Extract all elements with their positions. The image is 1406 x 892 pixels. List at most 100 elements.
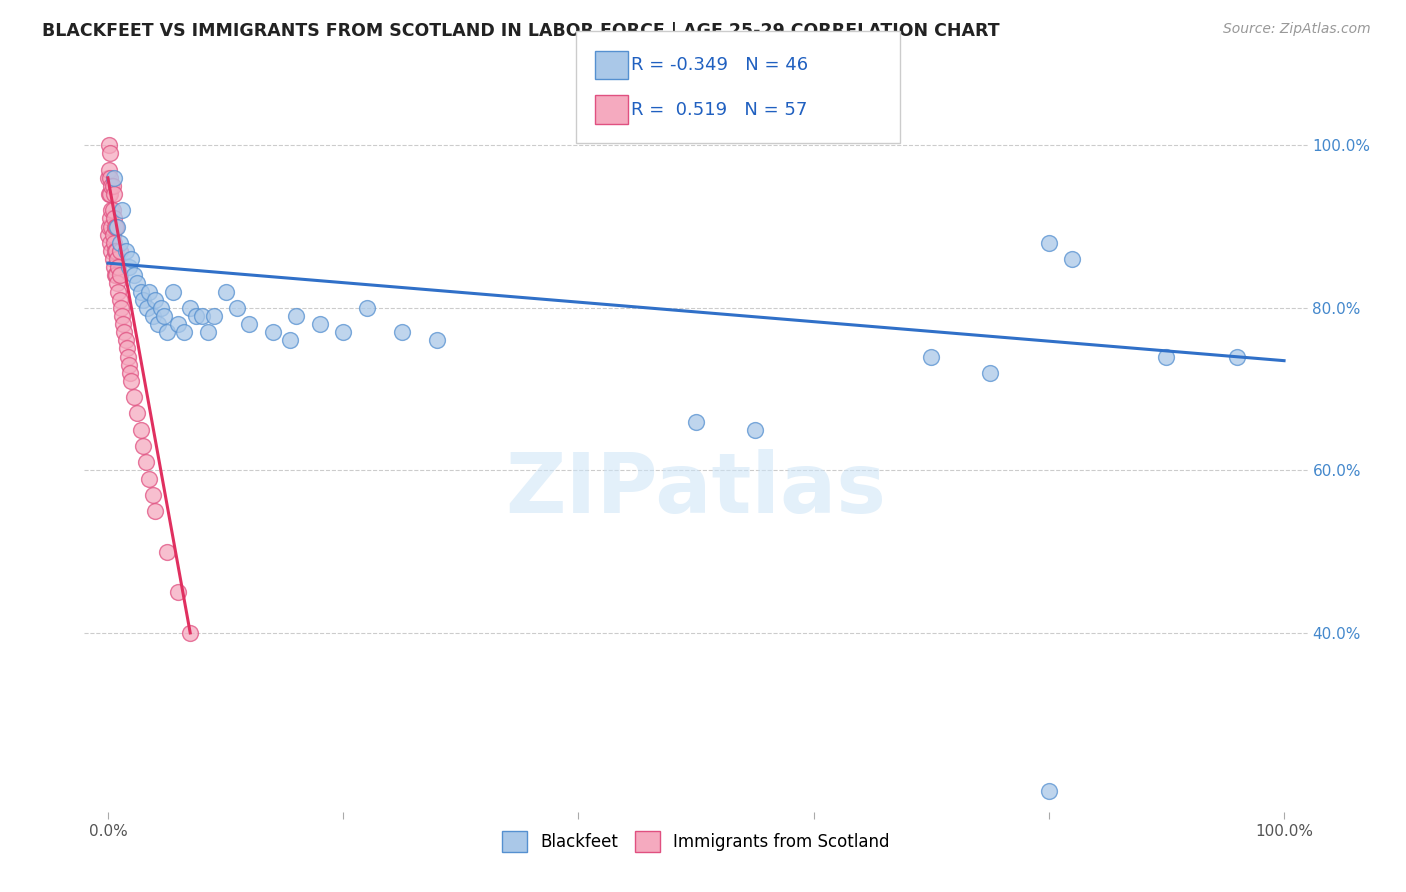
Point xyxy=(156,325,179,339)
Point xyxy=(1038,784,1060,798)
Point xyxy=(979,366,1001,380)
Point xyxy=(197,325,219,339)
Point xyxy=(118,260,141,275)
Point xyxy=(115,342,138,356)
Point xyxy=(278,334,301,348)
Point xyxy=(105,252,128,266)
Point xyxy=(105,268,128,283)
Point xyxy=(173,325,195,339)
Point xyxy=(308,317,330,331)
Point xyxy=(111,203,134,218)
Point xyxy=(162,285,184,299)
Point xyxy=(426,334,449,348)
Text: ZIPatlas: ZIPatlas xyxy=(506,450,886,531)
Point xyxy=(148,317,170,331)
Point xyxy=(156,544,179,558)
Point xyxy=(202,309,225,323)
Point xyxy=(920,350,942,364)
Point xyxy=(98,146,121,161)
Point xyxy=(1038,235,1060,250)
Point xyxy=(118,358,141,372)
Point xyxy=(744,423,766,437)
Point xyxy=(112,317,135,331)
Point xyxy=(332,325,354,339)
Point xyxy=(105,219,128,234)
Point xyxy=(114,244,136,258)
Point xyxy=(356,301,378,315)
Text: R =  0.519   N = 57: R = 0.519 N = 57 xyxy=(631,101,807,119)
Point xyxy=(1156,350,1178,364)
Point xyxy=(98,235,121,250)
Point xyxy=(110,301,132,315)
Point xyxy=(122,390,145,404)
Point xyxy=(1226,350,1249,364)
Point xyxy=(101,178,124,193)
Point xyxy=(135,455,157,469)
Point xyxy=(135,301,157,315)
Point xyxy=(101,252,124,266)
Point xyxy=(142,488,165,502)
Point xyxy=(114,334,136,348)
Point xyxy=(100,178,122,193)
Point xyxy=(143,504,166,518)
Point xyxy=(167,585,190,599)
Text: Source: ZipAtlas.com: Source: ZipAtlas.com xyxy=(1223,22,1371,37)
Point xyxy=(1062,252,1084,266)
Point xyxy=(112,325,135,339)
Point xyxy=(105,219,128,234)
Point xyxy=(98,162,121,177)
Point xyxy=(191,309,214,323)
Legend: Blackfeet, Immigrants from Scotland: Blackfeet, Immigrants from Scotland xyxy=(495,824,897,858)
Point xyxy=(98,187,121,202)
Point xyxy=(262,325,284,339)
Point xyxy=(107,260,129,275)
Point xyxy=(98,170,121,185)
Point xyxy=(105,277,128,291)
Point xyxy=(100,219,122,234)
Point xyxy=(98,187,121,202)
Point xyxy=(226,301,249,315)
Point xyxy=(108,293,131,307)
Point xyxy=(120,252,142,266)
Point xyxy=(104,219,127,234)
Point xyxy=(98,138,121,153)
Point xyxy=(103,211,125,226)
Point xyxy=(103,187,125,202)
Point xyxy=(122,268,145,283)
Point xyxy=(685,415,707,429)
Point xyxy=(101,227,124,242)
Point xyxy=(132,293,155,307)
Point xyxy=(142,309,165,323)
Point xyxy=(97,170,120,185)
Point xyxy=(391,325,413,339)
Point xyxy=(108,244,131,258)
Text: BLACKFEET VS IMMIGRANTS FROM SCOTLAND IN LABOR FORCE | AGE 25-29 CORRELATION CHA: BLACKFEET VS IMMIGRANTS FROM SCOTLAND IN… xyxy=(42,22,1000,40)
Point xyxy=(100,203,122,218)
Point xyxy=(143,293,166,307)
Point xyxy=(127,407,149,421)
Point xyxy=(238,317,260,331)
Point xyxy=(138,285,160,299)
Point xyxy=(179,301,201,315)
Point xyxy=(103,170,125,185)
Point xyxy=(120,366,142,380)
Point xyxy=(120,374,142,388)
Point xyxy=(129,285,152,299)
Point xyxy=(97,227,120,242)
Point xyxy=(98,211,121,226)
Point xyxy=(100,244,122,258)
Text: R = -0.349   N = 46: R = -0.349 N = 46 xyxy=(631,56,808,74)
Point xyxy=(179,626,201,640)
Point xyxy=(98,219,121,234)
Point xyxy=(101,203,124,218)
Point xyxy=(111,309,134,323)
Point xyxy=(104,244,127,258)
Point xyxy=(285,309,308,323)
Point xyxy=(138,471,160,485)
Point xyxy=(105,244,128,258)
Point xyxy=(129,423,152,437)
Point xyxy=(149,301,172,315)
Point xyxy=(103,235,125,250)
Point xyxy=(184,309,207,323)
Point xyxy=(108,235,131,250)
